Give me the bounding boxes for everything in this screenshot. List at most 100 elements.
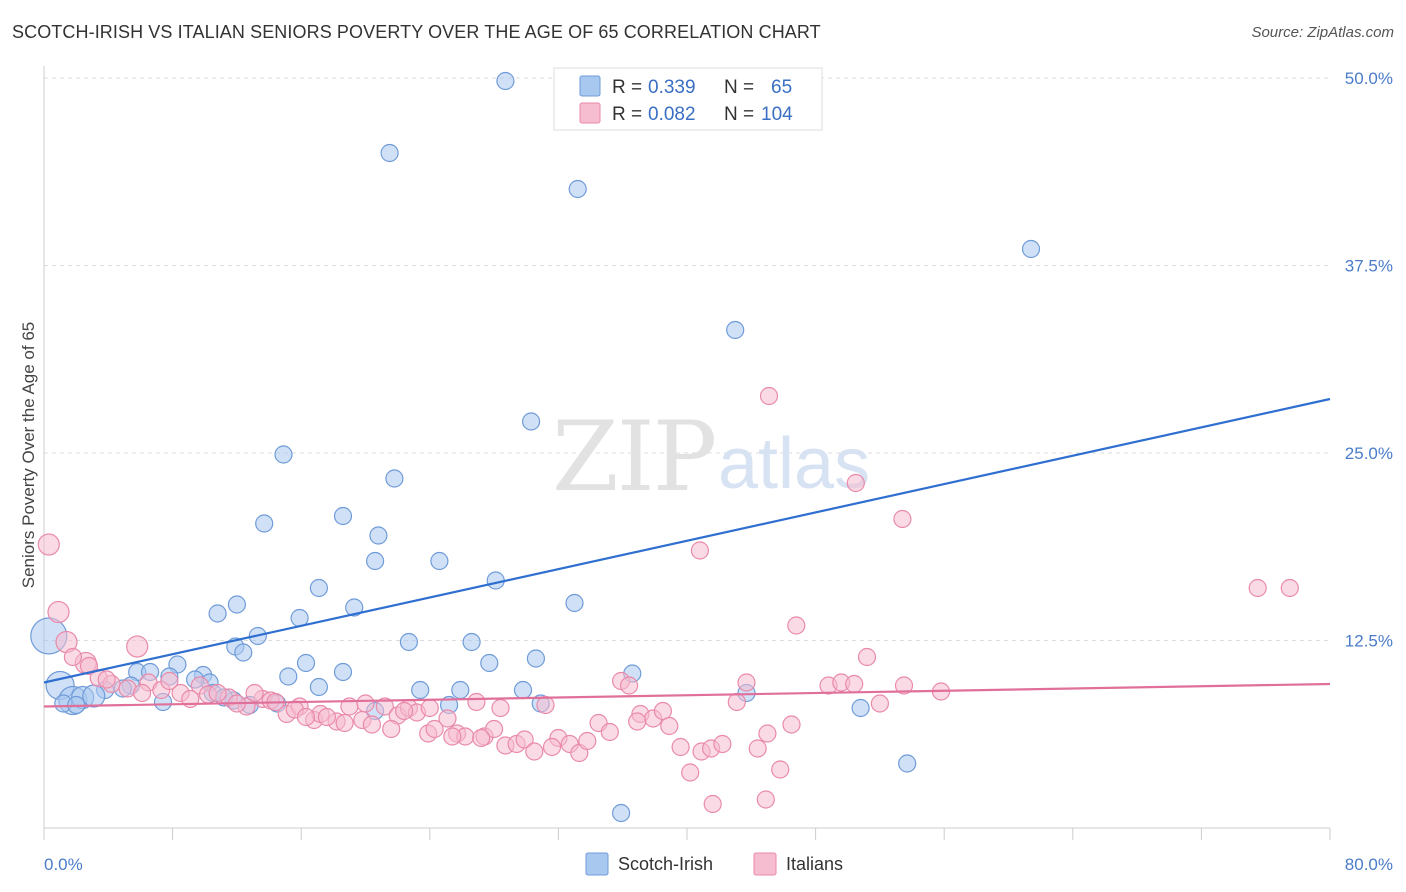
point-scotch-irish (208, 604, 227, 623)
point-italians (759, 386, 779, 406)
legend-n-value-1: 104 (761, 104, 793, 125)
point-italians (893, 509, 912, 529)
legend-n-label-0: N = (724, 77, 754, 98)
point-italians (47, 600, 70, 624)
point-italians (756, 790, 775, 809)
trend-line-italians (43, 682, 1331, 708)
legend-r-label-1: R = (612, 104, 642, 125)
bottom-legend-label-scotch-irish: Scotch-Irish (618, 854, 713, 874)
point-scotch-irish (274, 445, 293, 464)
bottom-legend-swatch-italians (753, 852, 777, 876)
grid-lines (44, 77, 1330, 641)
legend-r-value-0: 0.339 (648, 77, 696, 98)
point-italians (771, 760, 790, 779)
point-italians (126, 635, 149, 658)
point-italians (681, 763, 700, 782)
point-italians (894, 676, 914, 695)
point-italians (63, 647, 83, 667)
x-tick-label: 80.0% (1345, 855, 1393, 874)
point-italians (857, 647, 877, 667)
point-scotch-irish (333, 662, 353, 682)
stats-legend: R = 0.339 N = 65 R = 0.082 N = 104 (553, 67, 823, 131)
point-italians (660, 716, 679, 736)
point-scotch-irish (898, 754, 917, 773)
point-italians (727, 692, 746, 712)
point-italians (536, 695, 555, 715)
point-scotch-irish (496, 71, 515, 91)
x-tick-labels: 0.0% 80.0% (44, 855, 1393, 874)
point-italians (335, 713, 354, 733)
point-scotch-irish (227, 595, 246, 614)
point-scotch-irish (480, 653, 499, 673)
point-scotch-irish (430, 551, 449, 571)
point-italians (653, 701, 673, 721)
legend-n-value-0: 65 (771, 77, 792, 98)
point-scotch-irish (462, 632, 481, 652)
point-italians (362, 715, 381, 734)
trend-line-scotch-irish (43, 397, 1331, 684)
point-scotch-irish (1021, 239, 1041, 259)
point-italians (245, 683, 264, 703)
point-italians (737, 673, 756, 692)
point-italians (542, 737, 562, 757)
chart-source: Source: ZipAtlas.com (1251, 24, 1394, 41)
point-italians (690, 541, 710, 560)
point-italians (37, 533, 60, 556)
legend-n-label-1: N = (724, 104, 754, 125)
point-scotch-irish (279, 667, 298, 686)
point-italians (472, 728, 491, 748)
point-italians (600, 722, 619, 742)
point-scotch-irish (851, 698, 870, 718)
point-italians (395, 701, 414, 721)
point-scotch-irish (565, 593, 584, 613)
point-italians (79, 656, 99, 676)
point-italians (160, 671, 179, 691)
point-italians (525, 742, 544, 761)
point-scotch-irish (399, 632, 418, 652)
point-italians (425, 719, 444, 739)
y-tick-label: 37.5% (1345, 257, 1393, 276)
point-scotch-irish (513, 680, 533, 700)
point-scotch-irish (526, 649, 546, 668)
point-scotch-irish (380, 143, 399, 163)
point-scotch-irish (234, 643, 253, 662)
point-italians (485, 719, 504, 739)
series-legend: Scotch-Irish Italians (585, 852, 843, 876)
y-tick-label: 50.0% (1345, 69, 1393, 88)
point-italians (787, 616, 806, 635)
point-scotch-irish (309, 578, 328, 598)
y-axis-title: Seniors Poverty Over the Age of 65 (19, 322, 38, 588)
point-italians (628, 712, 647, 731)
point-italians (845, 674, 864, 694)
point-scotch-irish (345, 598, 364, 617)
chart-title: SCOTCH-IRISH VS ITALIAN SENIORS POVERTY … (12, 22, 821, 42)
series-italians-points (37, 386, 1299, 814)
series-scotch-irish-points (30, 71, 1041, 823)
point-italians (438, 709, 457, 728)
point-scotch-irish (366, 551, 385, 571)
legend-r-label-0: R = (612, 77, 642, 98)
point-italians (748, 739, 767, 758)
point-scotch-irish (255, 514, 274, 533)
point-italians (317, 707, 336, 727)
point-scotch-irish (369, 526, 388, 545)
y-tick-labels: 12.5% 25.0% 37.5% 50.0% (1345, 69, 1393, 651)
x-tick-label: 0.0% (44, 855, 83, 874)
point-italians (870, 694, 890, 713)
watermark: ZIP atlas (552, 401, 870, 513)
point-italians (782, 715, 801, 734)
point-italians (515, 730, 534, 749)
axes (43, 66, 1331, 840)
point-italians (671, 737, 690, 757)
point-italians (97, 670, 116, 689)
point-scotch-irish (411, 680, 430, 700)
point-italians (296, 707, 316, 727)
point-italians (758, 724, 777, 743)
y-tick-label: 12.5% (1345, 632, 1393, 651)
watermark-atlas: atlas (718, 424, 870, 504)
point-italians (356, 694, 375, 713)
point-scotch-irish (568, 179, 587, 199)
point-italians (713, 734, 732, 754)
point-italians (443, 727, 462, 746)
